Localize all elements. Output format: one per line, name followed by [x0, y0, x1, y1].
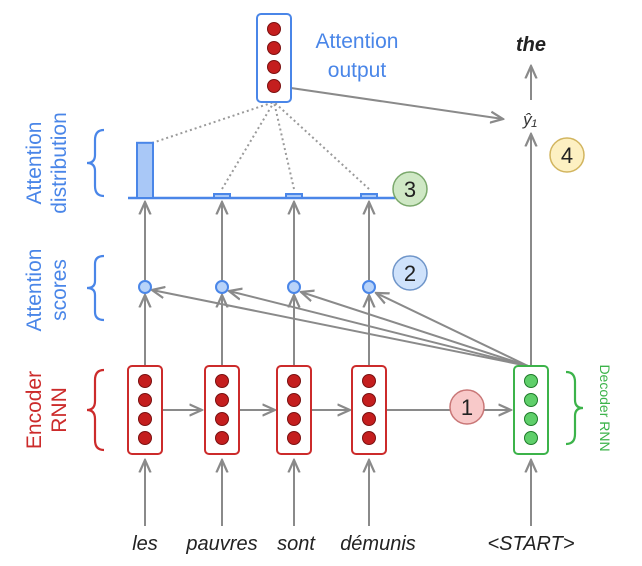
attention-output-vector [256, 13, 292, 103]
input-word-2: pauvres [185, 533, 257, 555]
attention-output-label-line1: Attention [316, 30, 399, 53]
connectors [145, 66, 531, 526]
svg-text:Attention: Attention [23, 122, 46, 205]
decoder-to-score-2 [229, 291, 529, 367]
attention-scores [138, 280, 376, 294]
output-word: the [516, 34, 546, 56]
input-word-1: les [132, 533, 158, 555]
step-badge-3: 3 [392, 171, 428, 207]
svg-text:4: 4 [561, 143, 573, 168]
encoder-cell-4 [351, 365, 387, 455]
svg-text:Attention: Attention [23, 249, 46, 332]
attention-distribution [128, 141, 395, 200]
label-attention-scores: Attention scores [23, 249, 71, 332]
label-encoder-rnn: Encoder RNN [23, 371, 71, 449]
svg-text:1: 1 [461, 395, 473, 420]
encoder-cell-3 [276, 365, 312, 455]
score-dot-4 [362, 280, 376, 294]
svg-text:scores: scores [48, 259, 71, 321]
attention-output-label-line2: output [328, 59, 387, 82]
brace-encoder-icon [86, 368, 105, 452]
step-badge-2: 2 [392, 255, 428, 291]
decoder-to-score-1 [152, 290, 529, 367]
attention-weight-bar-1 [136, 141, 154, 200]
input-start-token: <START> [487, 533, 574, 555]
svg-text:distribution: distribution [48, 112, 71, 214]
decoder-cell [513, 365, 549, 455]
brace-decoder-icon [565, 370, 584, 446]
attention-weight-bar-2 [213, 193, 231, 199]
brace-distribution-icon [86, 128, 105, 198]
score-dot-3 [287, 280, 301, 294]
weighted-sum-line-1 [151, 101, 275, 144]
attention-output-to-yhat-arrow [290, 87, 503, 119]
attention-weight-bar-3 [285, 193, 303, 199]
encoder-cells [127, 365, 387, 455]
svg-text:Decoder RNN: Decoder RNN [597, 364, 613, 451]
brace-scores-icon [86, 254, 105, 322]
weighted-sum-line-3 [273, 101, 295, 190]
decoder-to-score-3 [301, 292, 529, 367]
weighted-sum-line-4 [273, 101, 370, 190]
svg-text:3: 3 [404, 177, 416, 202]
attention-weight-bar-4 [360, 193, 378, 199]
encoder-cell-1 [127, 365, 163, 455]
svg-text:RNN: RNN [48, 387, 71, 433]
output-yhat: ŷ₁ [522, 110, 537, 129]
decoder-to-score-4 [376, 293, 529, 367]
score-dot-1 [138, 280, 152, 294]
input-word-4: démunis [340, 533, 416, 555]
svg-text:Encoder: Encoder [23, 371, 46, 449]
weighted-sum-lines [151, 101, 370, 190]
step-badge-4: 4 [549, 137, 585, 173]
label-attention-distribution: Attention distribution [23, 112, 71, 214]
svg-text:2: 2 [404, 261, 416, 286]
input-word-3: sont [277, 533, 316, 555]
encoder-cell-2 [204, 365, 240, 455]
score-dot-2 [215, 280, 229, 294]
label-decoder-rnn: Decoder RNN [597, 364, 613, 451]
step-badge-1: 1 [449, 389, 485, 425]
weighted-sum-line-2 [221, 101, 275, 190]
